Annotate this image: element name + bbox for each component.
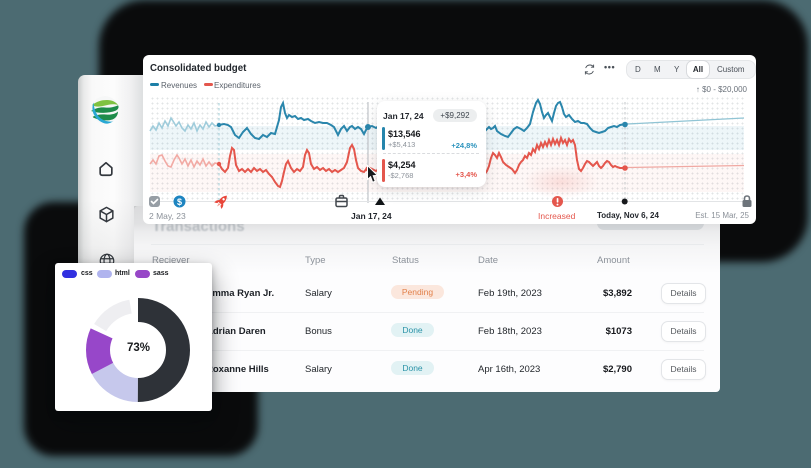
svg-text:$: $ bbox=[177, 197, 182, 207]
